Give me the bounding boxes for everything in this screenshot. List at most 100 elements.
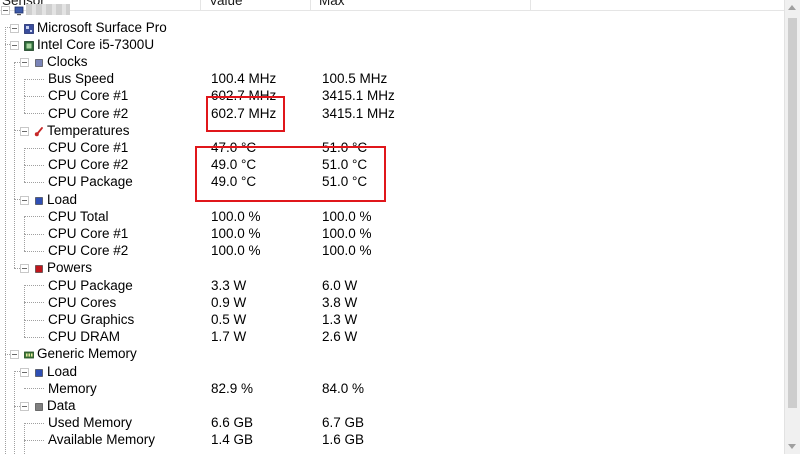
collapse-toggle-icon[interactable] <box>20 402 29 411</box>
sensor-value: 100.0 % <box>211 226 261 241</box>
thermometer-icon <box>34 125 44 137</box>
sensor-value: 602.7 MHz <box>211 105 277 121</box>
scroll-up-arrow-icon[interactable] <box>788 5 796 10</box>
tree-node-label: CPU Package <box>48 174 133 190</box>
header-max[interactable]: Max <box>319 0 345 8</box>
sensor-row[interactable]: Memory 82.9 % 84.0 % <box>0 380 784 397</box>
sensor-value: 100.0 % <box>211 208 261 224</box>
sensor-value: 0.5 W <box>211 312 247 327</box>
sensor-row[interactable]: CPU Cores 0.9 W 3.8 W <box>0 294 784 311</box>
sensor-value: 3.3 W <box>211 277 247 293</box>
sensor-max: 3415.1 MHz <box>322 88 395 104</box>
sensor-max: 3415.1 MHz <box>322 105 395 121</box>
tree-node-label: CPU Total <box>48 208 109 224</box>
sensor-group-row[interactable]: Temperatures <box>0 122 784 139</box>
sensor-group-row[interactable]: Powers <box>0 259 784 276</box>
sensor-row[interactable]: CPU Core #1 47.0 °C 51.0 °C <box>0 139 784 156</box>
hardware-row[interactable]: Intel Core i5-7300U <box>0 36 784 53</box>
sensor-row[interactable]: CPU Total 100.0 % 100.0 % <box>0 208 784 225</box>
load-icon <box>34 194 44 205</box>
sensor-value: 1.7 W <box>211 329 247 345</box>
highlight-box-temperatures <box>195 146 386 202</box>
hardware-row[interactable] <box>0 1 784 18</box>
clock-icon <box>34 56 44 67</box>
sensor-value: 100.0 % <box>211 243 261 259</box>
header-sensor[interactable]: Sensor <box>2 0 45 8</box>
sensor-row[interactable]: Used Memory 6.6 GB 6.7 GB <box>0 414 784 431</box>
sensor-max: 3.8 W <box>322 294 358 310</box>
tree-node-label: Microsoft Surface Pro <box>37 19 167 35</box>
collapse-toggle-icon[interactable] <box>10 23 19 33</box>
power-icon <box>34 262 44 274</box>
sensor-max: 6.7 GB <box>322 415 365 431</box>
sensor-row[interactable]: Available Memory 1.4 GB 1.6 GB <box>0 431 784 448</box>
column-header: Sensor Value Max <box>0 0 784 11</box>
tree-node-label: Data <box>47 398 76 413</box>
tree-node-label: CPU DRAM <box>48 329 121 345</box>
highlight-box-clocks <box>206 96 285 132</box>
sensor-group-row[interactable]: Load <box>0 363 784 380</box>
hardware-row[interactable]: Generic Memory <box>0 345 784 362</box>
collapse-toggle-icon[interactable] <box>10 350 19 360</box>
scroll-down-arrow-icon[interactable] <box>788 444 796 449</box>
sensor-row[interactable]: CPU DRAM 1.7 W 2.6 W <box>0 328 784 345</box>
tree-node-label: Bus Speed <box>48 71 115 87</box>
sensor-row[interactable]: CPU Package 49.0 °C 51.0 °C <box>0 173 784 190</box>
sensor-row[interactable]: Bus Speed 100.4 MHz 100.5 MHz <box>0 70 784 87</box>
mainboard-icon <box>24 22 34 34</box>
sensor-max: 100.0 % <box>322 226 372 241</box>
sensor-group-row[interactable]: Data <box>0 397 784 414</box>
sensor-max: 6.0 W <box>322 277 358 293</box>
tree-node-label: CPU Core #1 <box>48 140 129 155</box>
sensor-row[interactable]: CPU Graphics 0.5 W 1.3 W <box>0 311 784 328</box>
tree-node-label: CPU Graphics <box>48 312 135 327</box>
sensor-value: 602.7 MHz <box>211 88 277 104</box>
sensor-max: 84.0 % <box>322 380 365 396</box>
header-separator[interactable] <box>310 0 311 10</box>
computer-icon <box>14 4 24 16</box>
sensor-max: 51.0 °C <box>322 174 368 190</box>
collapse-toggle-icon[interactable] <box>20 367 29 377</box>
sensor-value: 49.0 °C <box>211 157 257 173</box>
collapse-toggle-icon[interactable] <box>20 126 29 136</box>
sensor-row[interactable]: CPU Package 3.3 W 6.0 W <box>0 277 784 294</box>
tree-node-label: CPU Core #2 <box>48 157 129 173</box>
collapse-toggle-icon[interactable] <box>20 195 29 205</box>
sensor-row[interactable]: CPU Core #1 602.7 MHz 3415.1 MHz <box>0 87 784 104</box>
tree-node-label: CPU Core #2 <box>48 243 129 259</box>
sensor-max: 100.0 % <box>322 243 372 259</box>
scroll-thumb[interactable] <box>788 18 797 408</box>
collapse-toggle-icon[interactable] <box>20 58 29 67</box>
tree-node-label: Temperatures <box>47 122 130 138</box>
collapse-toggle-icon[interactable] <box>1 6 10 16</box>
header-separator[interactable] <box>200 0 201 10</box>
load-icon <box>34 366 44 377</box>
tree-node-label: Available Memory <box>48 432 156 448</box>
sensor-max: 2.6 W <box>322 329 358 345</box>
memory-icon <box>24 348 34 359</box>
sensor-value: 49.0 °C <box>211 174 257 190</box>
collapse-toggle-icon[interactable] <box>10 40 19 50</box>
tree-node-label: Load <box>47 363 78 379</box>
sensor-row[interactable]: CPU Core #1 100.0 % 100.0 % <box>0 225 784 242</box>
tree-node-label: CPU Cores <box>48 294 117 310</box>
hardware-row[interactable]: Microsoft Surface Pro <box>0 19 784 36</box>
header-value[interactable]: Value <box>209 0 243 8</box>
sensor-max: 51.0 °C <box>322 157 368 173</box>
sensor-group-row[interactable]: Clocks <box>0 53 784 70</box>
tree-node-label: Memory <box>48 380 97 396</box>
sensor-group-row[interactable]: Load <box>0 191 784 208</box>
sensor-row[interactable]: CPU Core #2 602.7 MHz 3415.1 MHz <box>0 105 784 122</box>
tree-node-label: CPU Core #1 <box>48 226 129 241</box>
collapse-toggle-icon[interactable] <box>20 264 29 274</box>
header-separator[interactable] <box>530 0 531 10</box>
sensor-value: 82.9 % <box>211 380 254 396</box>
sensor-row[interactable]: CPU Core #2 49.0 °C 51.0 °C <box>0 156 784 173</box>
vertical-scrollbar[interactable] <box>784 0 800 454</box>
tree-node-label: Load <box>47 191 78 207</box>
sensor-max: 100.0 % <box>322 208 372 224</box>
sensor-row[interactable]: CPU Core #2 100.0 % 100.0 % <box>0 242 784 259</box>
sensor-max: 1.3 W <box>322 312 358 327</box>
tree-node-label: Powers <box>47 260 93 276</box>
